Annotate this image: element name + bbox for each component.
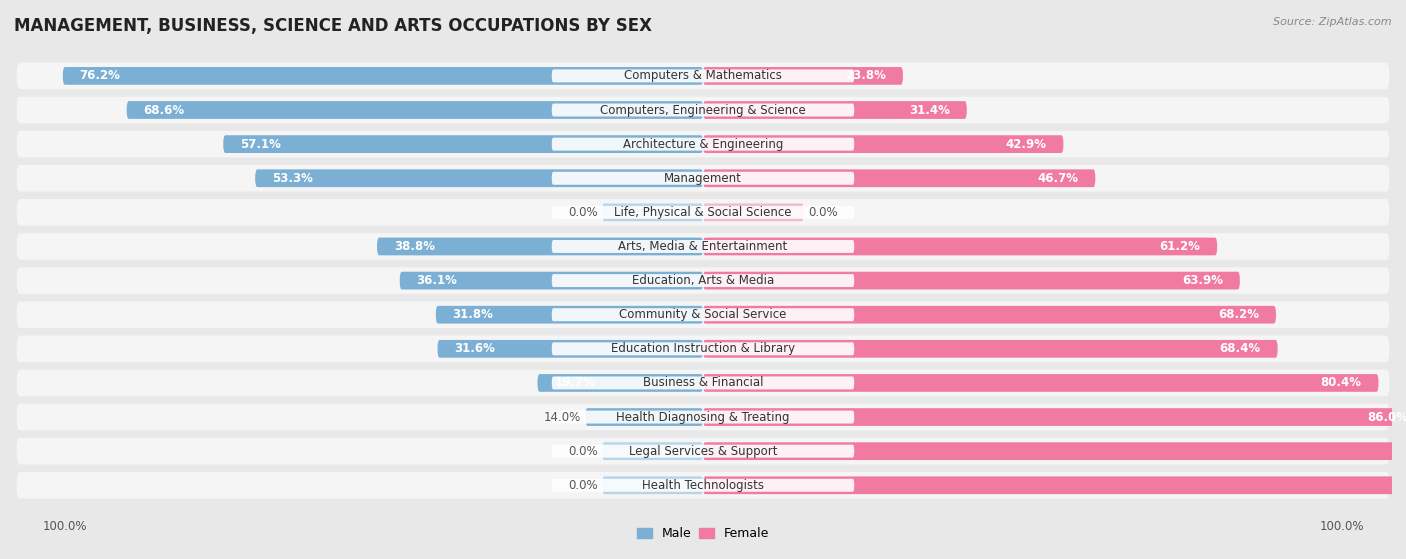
FancyBboxPatch shape [703,306,1277,324]
Text: 0.0%: 0.0% [568,444,598,458]
FancyBboxPatch shape [551,308,855,321]
FancyBboxPatch shape [551,274,855,287]
FancyBboxPatch shape [17,233,1389,260]
FancyBboxPatch shape [17,472,1389,499]
FancyBboxPatch shape [602,203,703,221]
FancyBboxPatch shape [551,376,855,390]
FancyBboxPatch shape [551,342,855,356]
FancyBboxPatch shape [224,135,703,153]
Text: 31.6%: 31.6% [454,342,495,356]
Text: Legal Services & Support: Legal Services & Support [628,444,778,458]
FancyBboxPatch shape [551,240,855,253]
FancyBboxPatch shape [17,131,1389,158]
FancyBboxPatch shape [551,138,855,150]
FancyBboxPatch shape [703,67,903,85]
FancyBboxPatch shape [703,238,1218,255]
FancyBboxPatch shape [585,408,703,426]
Text: Computers & Mathematics: Computers & Mathematics [624,69,782,82]
Text: Business & Financial: Business & Financial [643,376,763,390]
Text: 68.6%: 68.6% [143,103,184,116]
FancyBboxPatch shape [703,408,1406,426]
Text: Health Technologists: Health Technologists [643,479,763,492]
FancyBboxPatch shape [17,335,1389,362]
FancyBboxPatch shape [602,442,703,460]
Text: 68.4%: 68.4% [1220,342,1261,356]
FancyBboxPatch shape [703,374,1378,392]
Text: 0.0%: 0.0% [568,479,598,492]
Text: 31.4%: 31.4% [910,103,950,116]
FancyBboxPatch shape [602,476,703,494]
FancyBboxPatch shape [17,404,1389,430]
Text: 63.9%: 63.9% [1182,274,1223,287]
FancyBboxPatch shape [377,238,703,255]
FancyBboxPatch shape [17,97,1389,124]
FancyBboxPatch shape [17,63,1389,89]
Text: Arts, Media & Entertainment: Arts, Media & Entertainment [619,240,787,253]
Text: 53.3%: 53.3% [271,172,314,184]
FancyBboxPatch shape [436,306,703,324]
FancyBboxPatch shape [551,410,855,424]
Text: Education Instruction & Library: Education Instruction & Library [612,342,794,356]
FancyBboxPatch shape [63,67,703,85]
Text: Management: Management [664,172,742,184]
FancyBboxPatch shape [551,445,855,458]
Text: 31.8%: 31.8% [453,308,494,321]
FancyBboxPatch shape [127,101,703,119]
Text: 19.7%: 19.7% [554,376,595,390]
Legend: Male, Female: Male, Female [631,522,775,545]
FancyBboxPatch shape [703,203,804,221]
FancyBboxPatch shape [703,272,1240,290]
Text: Computers, Engineering & Science: Computers, Engineering & Science [600,103,806,116]
FancyBboxPatch shape [551,103,855,116]
Text: Source: ZipAtlas.com: Source: ZipAtlas.com [1274,17,1392,27]
FancyBboxPatch shape [17,301,1389,328]
Text: Life, Physical & Social Science: Life, Physical & Social Science [614,206,792,219]
Text: 61.2%: 61.2% [1160,240,1201,253]
Text: Education, Arts & Media: Education, Arts & Media [631,274,775,287]
Text: 86.0%: 86.0% [1368,410,1406,424]
Text: 80.4%: 80.4% [1320,376,1361,390]
Text: 68.2%: 68.2% [1218,308,1260,321]
Text: MANAGEMENT, BUSINESS, SCIENCE AND ARTS OCCUPATIONS BY SEX: MANAGEMENT, BUSINESS, SCIENCE AND ARTS O… [14,17,652,35]
Text: 42.9%: 42.9% [1005,138,1046,150]
FancyBboxPatch shape [551,172,855,184]
FancyBboxPatch shape [537,374,703,392]
FancyBboxPatch shape [703,169,1095,187]
FancyBboxPatch shape [703,101,967,119]
Text: 23.8%: 23.8% [845,69,886,82]
Text: 46.7%: 46.7% [1038,172,1078,184]
FancyBboxPatch shape [703,476,1406,494]
Text: 38.8%: 38.8% [394,240,434,253]
FancyBboxPatch shape [256,169,703,187]
FancyBboxPatch shape [17,165,1389,192]
FancyBboxPatch shape [551,479,855,492]
Text: 36.1%: 36.1% [416,274,457,287]
FancyBboxPatch shape [17,199,1389,226]
Text: Community & Social Service: Community & Social Service [619,308,787,321]
FancyBboxPatch shape [399,272,703,290]
FancyBboxPatch shape [551,206,855,219]
Text: 76.2%: 76.2% [80,69,121,82]
FancyBboxPatch shape [703,442,1406,460]
Text: 0.0%: 0.0% [808,206,838,219]
FancyBboxPatch shape [17,267,1389,294]
Text: 14.0%: 14.0% [544,410,581,424]
FancyBboxPatch shape [703,135,1063,153]
FancyBboxPatch shape [17,369,1389,396]
Text: Architecture & Engineering: Architecture & Engineering [623,138,783,150]
FancyBboxPatch shape [17,438,1389,465]
FancyBboxPatch shape [551,69,855,82]
FancyBboxPatch shape [703,340,1278,358]
Text: Health Diagnosing & Treating: Health Diagnosing & Treating [616,410,790,424]
Text: 0.0%: 0.0% [568,206,598,219]
Text: 57.1%: 57.1% [240,138,281,150]
FancyBboxPatch shape [437,340,703,358]
